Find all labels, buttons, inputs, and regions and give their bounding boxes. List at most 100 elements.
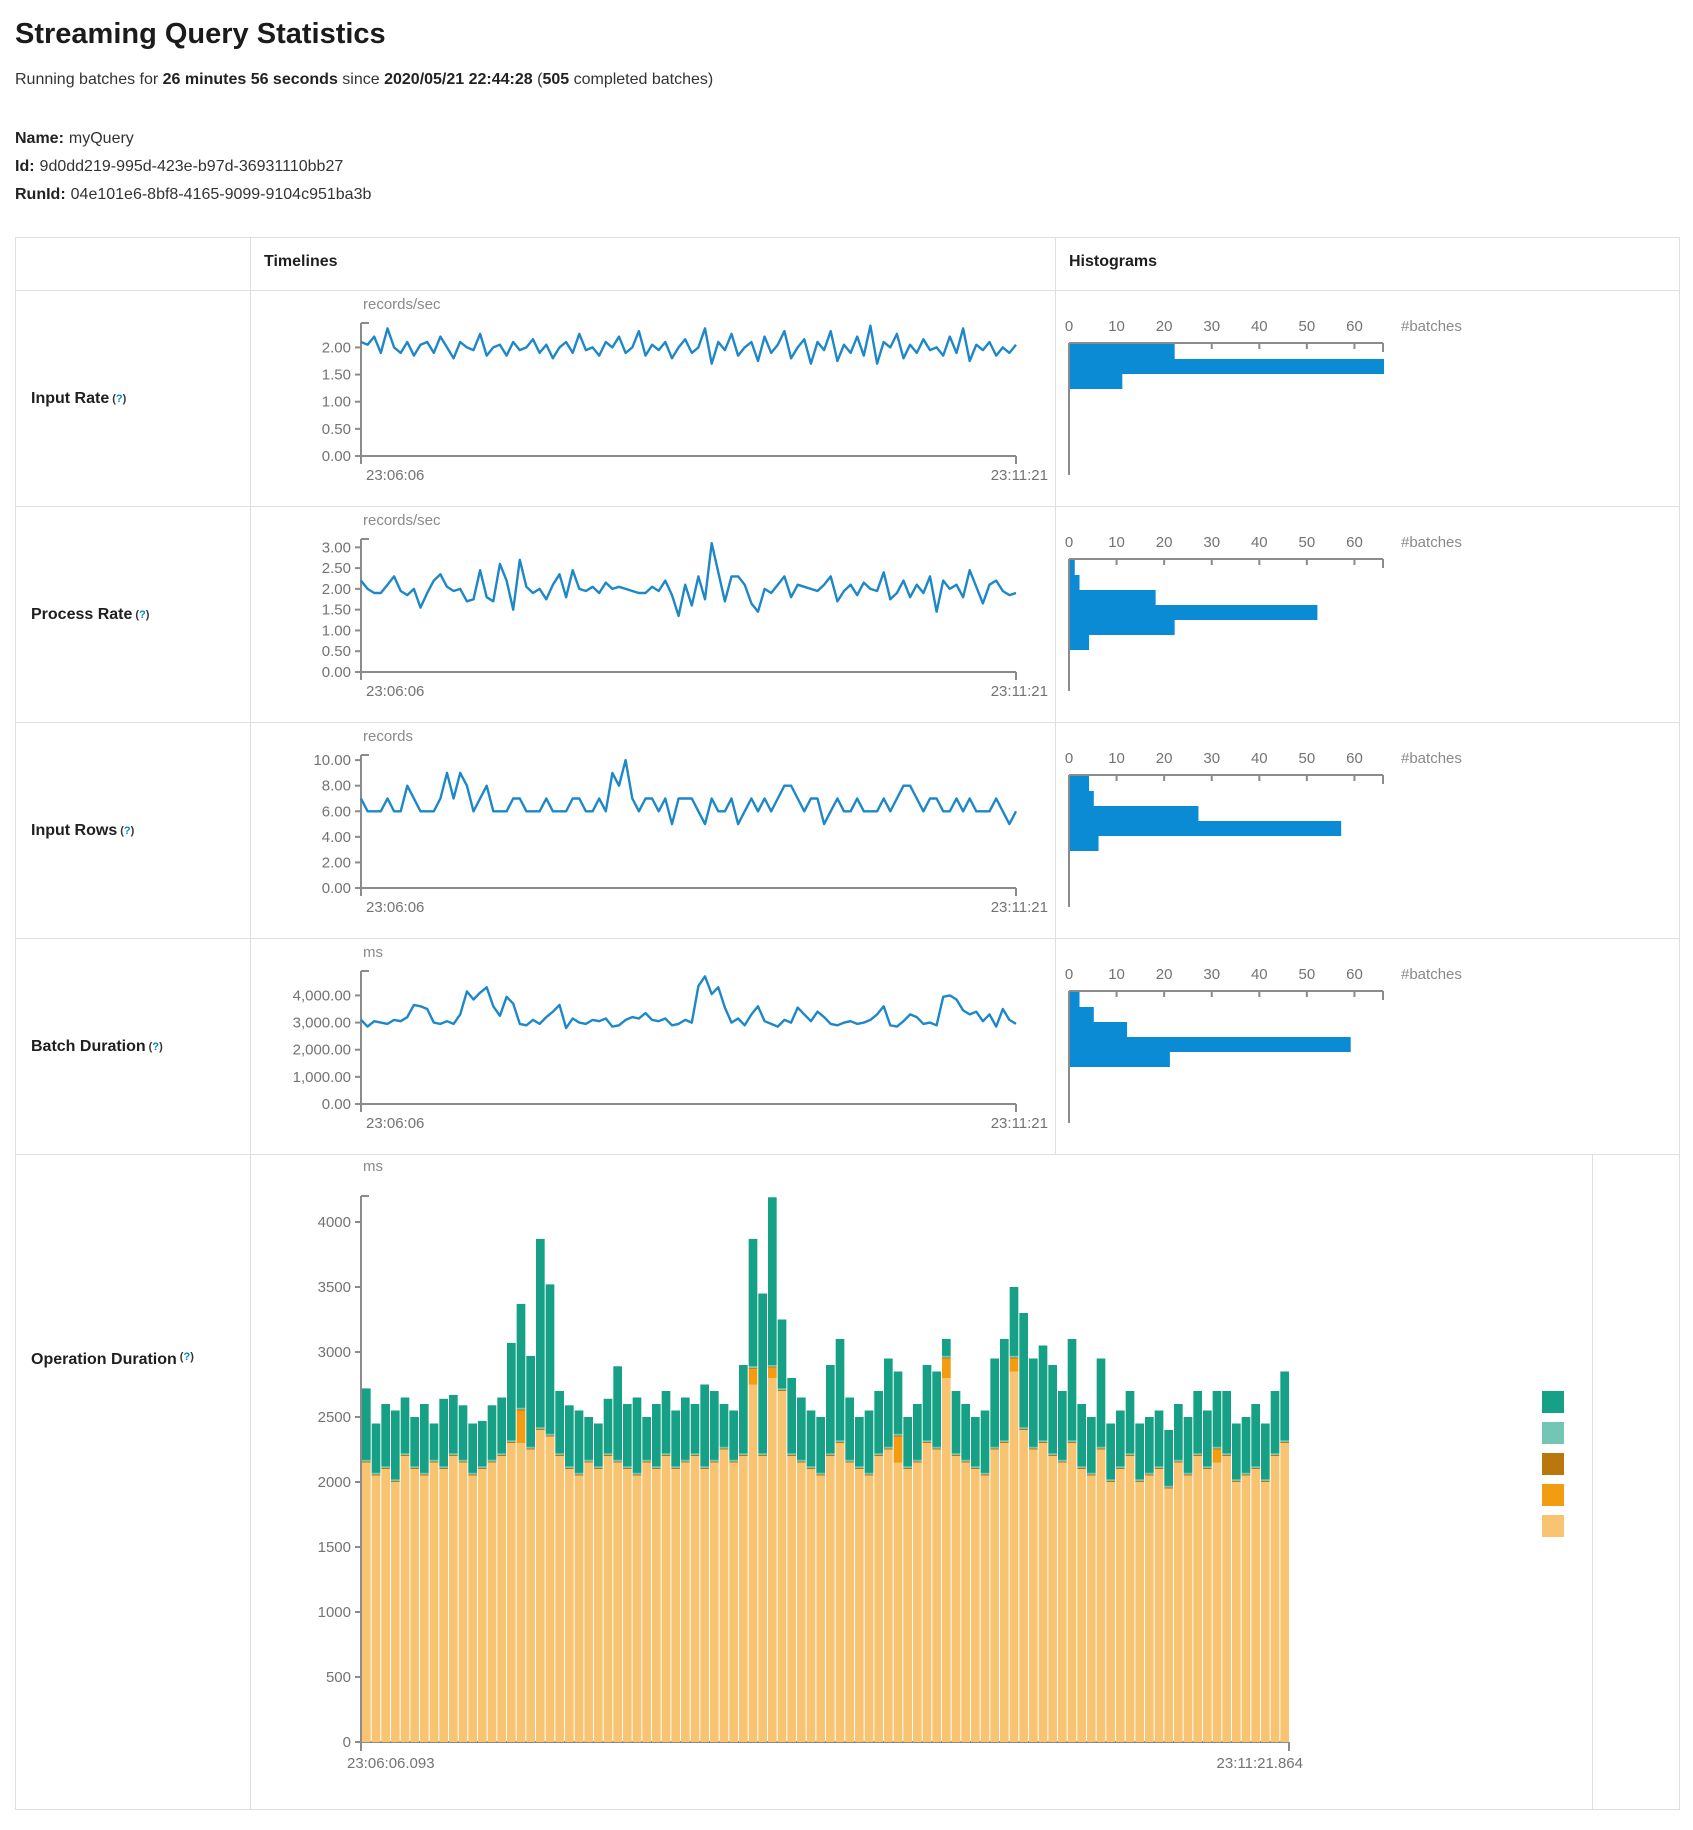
svg-text:0.00: 0.00	[322, 880, 351, 897]
input-rows-timeline-chart: records 10.00 8.00 6.00 4.00 2.00 0.00 23:06:06…	[251, 723, 1056, 938]
svg-text:3.00: 3.00	[322, 539, 351, 556]
svg-text:1500: 1500	[318, 1539, 351, 1556]
status-paren: (	[532, 71, 543, 88]
svg-text:10: 10	[1108, 966, 1125, 983]
input-rate-timeline-chart: records/sec 2.00 1.50 1.00 0.50 0.00 23:06:06 2…	[251, 291, 1056, 506]
header-histograms: Histograms	[1069, 253, 1158, 270]
svg-text:23:06:06: 23:06:06	[366, 467, 424, 484]
svg-text:#batches: #batches	[1401, 534, 1462, 551]
process-rate-label-cell: Process Rate (?)	[16, 507, 251, 722]
batch-duration-row: Batch Duration (?) ms 4,000.00 3,000.00 2,0…	[16, 938, 1679, 1154]
svg-text:50: 50	[1299, 750, 1316, 767]
svg-text:23:06:06: 23:06:06	[366, 899, 424, 916]
svg-text:4000: 4000	[318, 1214, 351, 1231]
svg-text:60: 60	[1346, 318, 1363, 335]
svg-text:23:11:21: 23:11:21	[991, 467, 1048, 484]
query-info: Name: myQuery Id: 9d0dd219-995d-423e-b97d-…	[15, 125, 1678, 209]
input-rows-row: Input Rows (?) records 10.00 8.00 6.00 4.00 2…	[16, 722, 1679, 938]
svg-text:1,000.00: 1,000.00	[293, 1069, 351, 1086]
svg-text:records: records	[363, 728, 413, 745]
svg-text:0: 0	[1065, 318, 1073, 335]
operation-duration-help-tooltip[interactable]: (?)	[179, 1351, 194, 1363]
process-rate-help-tooltip[interactable]: (?)	[135, 608, 150, 621]
svg-text:30: 30	[1203, 534, 1220, 551]
svg-text:20: 20	[1156, 750, 1173, 767]
svg-text:1.00: 1.00	[322, 622, 351, 639]
input-rows-help-tooltip[interactable]: (?)	[120, 824, 135, 837]
svg-text:1.50: 1.50	[322, 602, 351, 619]
svg-text:20: 20	[1156, 534, 1173, 551]
svg-text:40: 40	[1251, 318, 1268, 335]
svg-text:10: 10	[1108, 750, 1125, 767]
legend-swatch-getBatch	[1542, 1422, 1564, 1444]
query-name-value: myQuery	[68, 130, 134, 147]
input-rows-label-cell: Input Rows (?)	[16, 723, 251, 938]
input-rate-help-tooltip[interactable]: (?)	[112, 392, 127, 405]
legend-swatch-latestOffset	[1542, 1391, 1564, 1413]
svg-text:60: 60	[1346, 750, 1363, 767]
svg-text:40: 40	[1251, 750, 1268, 767]
operation-duration-label-cell: Operation Duration (?)	[16, 1155, 251, 1809]
svg-text:0.00: 0.00	[322, 448, 351, 465]
batch-duration-timeline-chart: ms 4,000.00 3,000.00 2,000.00 1,000.00 0.00 23…	[251, 939, 1056, 1154]
svg-text:23:11:21: 23:11:21	[991, 899, 1048, 916]
svg-text:2.00: 2.00	[322, 339, 351, 356]
svg-text:23:06:06.093: 23:06:06.093	[347, 1755, 435, 1772]
query-id-label: Id:	[15, 158, 35, 175]
svg-text:0: 0	[343, 1734, 351, 1751]
svg-text:30: 30	[1203, 966, 1220, 983]
svg-text:40: 40	[1251, 534, 1268, 551]
svg-text:23:11:21.864: 23:11:21.864	[1217, 1755, 1303, 1772]
svg-text:2,000.00: 2,000.00	[293, 1042, 351, 1059]
input-rate-row: Input Rate (?) records/sec 2.00 1.50 1.00 0.…	[16, 290, 1679, 506]
svg-text:1.00: 1.00	[322, 394, 351, 411]
svg-text:#batches: #batches	[1401, 966, 1462, 983]
input-rows-histogram-chart: 0 10 20 30 40 50 60 #batches	[1056, 723, 1679, 938]
query-id-value: 9d0dd219-995d-423e-b97d-36931110bb27	[39, 158, 344, 175]
operation-duration-row: Operation Duration (?) ms 4000 3500 3000 250…	[16, 1154, 1679, 1809]
svg-text:0: 0	[1065, 966, 1073, 983]
svg-text:4,000.00: 4,000.00	[293, 987, 351, 1004]
status-suffix: completed batches)	[569, 71, 714, 88]
process-rate-histogram-chart: 0 10 20 30 40 50 60 #batches	[1056, 507, 1679, 722]
svg-text:0.50: 0.50	[322, 643, 351, 660]
query-runid-value: 04e101e6-8bf8-4165-9099-9104c951ba3b	[70, 186, 372, 203]
page-title: Streaming Query Statistics	[15, 18, 386, 50]
svg-text:20: 20	[1156, 966, 1173, 983]
svg-text:10: 10	[1108, 318, 1125, 335]
process-rate-label: Process Rate	[31, 605, 133, 623]
status-since: since	[337, 71, 385, 88]
svg-text:30: 30	[1203, 750, 1220, 767]
svg-text:2.00: 2.00	[322, 854, 351, 871]
svg-text:0: 0	[1065, 750, 1073, 767]
status-batch-count: 505	[542, 71, 570, 88]
svg-text:0: 0	[1065, 534, 1073, 551]
batch-duration-label: Batch Duration	[31, 1037, 146, 1055]
svg-text:6.00: 6.00	[322, 803, 351, 820]
svg-text:#batches: #batches	[1401, 318, 1462, 335]
query-name-line: Name: myQuery	[15, 125, 1678, 153]
svg-text:30: 30	[1203, 318, 1220, 335]
query-runid-line: RunId: 04e101e6-8bf8-4165-9099-9104c951ba…	[15, 181, 1678, 209]
svg-text:0.50: 0.50	[322, 421, 351, 438]
svg-text:10: 10	[1108, 534, 1125, 551]
svg-text:20: 20	[1156, 318, 1173, 335]
svg-text:2500: 2500	[318, 1409, 351, 1426]
svg-text:records/sec: records/sec	[363, 512, 441, 529]
svg-text:2.50: 2.50	[322, 560, 351, 577]
svg-text:ms: ms	[363, 1158, 383, 1175]
operation-duration-legend	[1542, 1391, 1564, 1546]
table-header-row: Timelines Histograms	[16, 238, 1679, 290]
svg-text:60: 60	[1346, 534, 1363, 551]
status-start-time: 2020/05/21 22:44:28	[384, 71, 533, 88]
input-rows-label: Input Rows	[31, 821, 118, 839]
query-runid-label: RunId:	[15, 186, 66, 203]
batch-duration-help-tooltip[interactable]: (?)	[148, 1040, 163, 1053]
svg-text:8.00: 8.00	[322, 778, 351, 795]
input-rate-label: Input Rate	[31, 389, 110, 407]
batch-duration-label-cell: Batch Duration (?)	[16, 939, 251, 1154]
operation-duration-chart: ms 4000 3500 3000 2500 2000 1500 1000 500 0 23:06:…	[251, 1155, 1593, 1809]
legend-swatch-addBatch	[1542, 1515, 1564, 1537]
svg-text:2000: 2000	[318, 1474, 351, 1491]
legend-swatch-queryPlanning	[1542, 1484, 1564, 1506]
